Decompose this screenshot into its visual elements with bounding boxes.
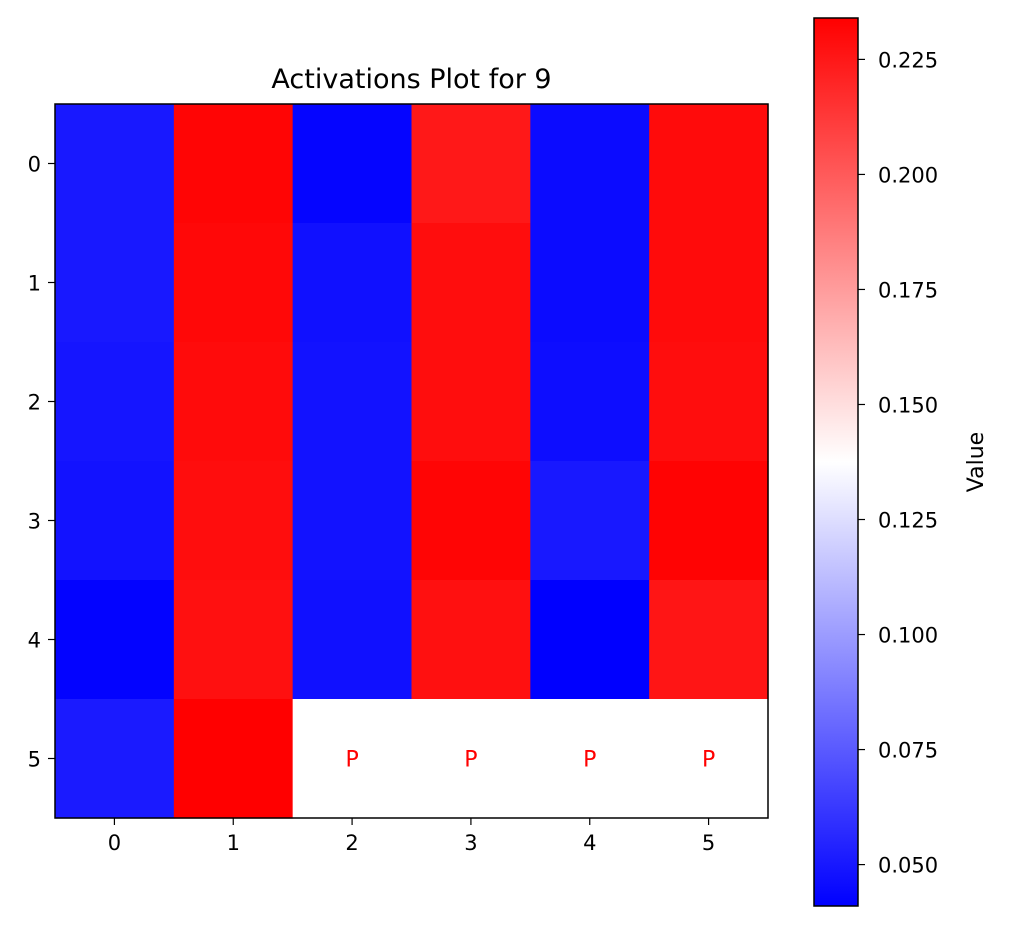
- heatmap-cell: [173, 104, 294, 224]
- heatmap-cell: [292, 104, 413, 224]
- heatmap-cell: [530, 699, 650, 819]
- plot-frame: [54, 103, 769, 819]
- heatmap-cell: [55, 104, 175, 224]
- heatmap-cell: [411, 342, 531, 462]
- heatmap-cell: [292, 580, 413, 700]
- heatmap-cell: [173, 580, 294, 700]
- x-tick-label: 0: [108, 831, 121, 855]
- heatmap-cell: [55, 461, 175, 581]
- colorbar-tick-label: 0.200: [878, 163, 938, 187]
- pad-marker: P: [464, 748, 477, 773]
- heatmap-cells: [55, 104, 769, 819]
- x-tick-label: 1: [227, 831, 240, 855]
- heatmap-cell: [530, 580, 650, 700]
- heatmap-cell: [173, 699, 294, 819]
- heatmap-cell: [530, 104, 650, 224]
- heatmap-cell: [55, 223, 175, 343]
- x-tick-label: 3: [464, 831, 477, 855]
- heatmap-cell: [411, 461, 531, 581]
- heatmap-cell: [411, 580, 531, 700]
- colorbar: [813, 17, 859, 907]
- heatmap-cell: [649, 104, 769, 224]
- colorbar-tick-label: 0.150: [878, 393, 938, 417]
- heatmap-cell: [649, 699, 769, 819]
- heatmap-cell: [55, 342, 175, 462]
- heatmap-cell: [649, 342, 769, 462]
- heatmap-cell: [55, 699, 175, 819]
- heatmap-cell: [55, 580, 175, 700]
- colorbar-label: Value: [964, 432, 989, 492]
- y-tick-label: 4: [28, 629, 41, 653]
- pad-marker: P: [702, 748, 715, 773]
- heatmap-cell: [292, 699, 413, 819]
- colorbar-ticks: 0.050 0.075 0.100 0.125 0.150 0.175 0.200 0.225: [858, 48, 938, 878]
- colorbar-tick-label: 0.175: [878, 278, 938, 302]
- heatmap-cell: [292, 461, 413, 581]
- y-tick-label: 2: [28, 391, 41, 415]
- x-tick-label: 4: [583, 831, 596, 855]
- pad-marker: P: [345, 748, 358, 773]
- y-tick-label: 5: [28, 748, 41, 772]
- x-axis-ticks: 0 1 2 3 4 5: [108, 818, 715, 855]
- x-tick-label: 5: [702, 831, 715, 855]
- heatmap-cell: [292, 342, 413, 462]
- y-tick-label: 0: [28, 153, 41, 177]
- heatmap-cell: [649, 580, 769, 700]
- heatmap-cell: [173, 342, 294, 462]
- x-tick-label: 2: [345, 831, 358, 855]
- y-axis-ticks: 0 1 2 3 4 5: [28, 153, 55, 772]
- heatmap-cell: [530, 223, 650, 343]
- heatmap-cell: [530, 461, 650, 581]
- heatmap-cell: [173, 461, 294, 581]
- heatmap-cell: [530, 342, 650, 462]
- heatmap-cell: [173, 223, 294, 343]
- heatmap-cell: [649, 223, 769, 343]
- heatmap-cell: [411, 104, 531, 224]
- colorbar-tick-label: 0.050: [878, 854, 938, 878]
- colorbar-tick-label: 0.225: [878, 48, 938, 72]
- chart-title: Activations Plot for 9: [271, 64, 551, 95]
- pad-marker: P: [583, 748, 596, 773]
- y-tick-label: 1: [28, 272, 41, 296]
- colorbar-tick-label: 0.125: [878, 509, 938, 533]
- heatmap-cell: [411, 223, 531, 343]
- heatmap-cell: [649, 461, 769, 581]
- colorbar-tick-label: 0.075: [878, 739, 938, 763]
- colorbar-tick-label: 0.100: [878, 624, 938, 648]
- heatmap-cell: [411, 699, 531, 819]
- heatmap-cell: [292, 223, 413, 343]
- y-tick-label: 3: [28, 510, 41, 534]
